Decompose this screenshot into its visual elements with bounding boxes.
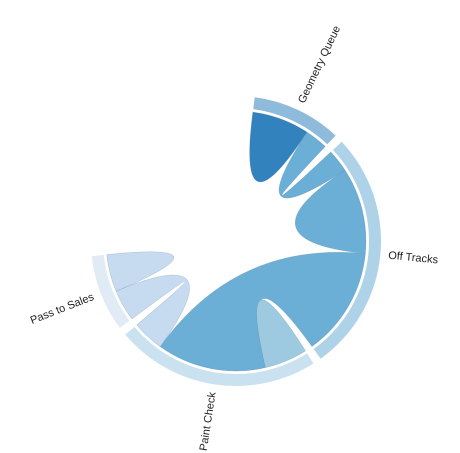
chord-off-tracks-to-off-tracks bbox=[294, 169, 367, 254]
group-arc-off-tracks bbox=[313, 141, 381, 359]
chord-off-tracks-to-geometry-queue bbox=[278, 131, 346, 199]
group-label-pass-to-sales: Pass to Sales bbox=[29, 291, 96, 327]
chord-plot-area: Geometry Queue Off Tracks Paint Check Pass … bbox=[29, 24, 439, 452]
chord-paint-check-to-paint-check bbox=[256, 299, 306, 368]
chord-groups: Geometry Queue Off Tracks Paint Check Pass … bbox=[29, 24, 439, 452]
group-label-off-tracks: Off Tracks bbox=[388, 250, 439, 267]
chord-geometry-queue-to-geometry-queue bbox=[249, 111, 308, 183]
chord-off-tracks-to-paint-check bbox=[159, 251, 366, 372]
group-label-geometry-queue: Geometry Queue bbox=[296, 24, 343, 105]
chord-pass-to-sales-to-pass-to-sales bbox=[106, 251, 174, 292]
group-label-paint-check: Paint Check bbox=[198, 391, 219, 452]
group-arc-geometry-queue bbox=[253, 97, 336, 145]
group-arc-pass-to-sales bbox=[91, 254, 130, 328]
group-arc-paint-check bbox=[125, 326, 314, 386]
chord-ribbons bbox=[106, 111, 367, 372]
chord-pass-to-sales-to-paint-check bbox=[115, 274, 190, 348]
